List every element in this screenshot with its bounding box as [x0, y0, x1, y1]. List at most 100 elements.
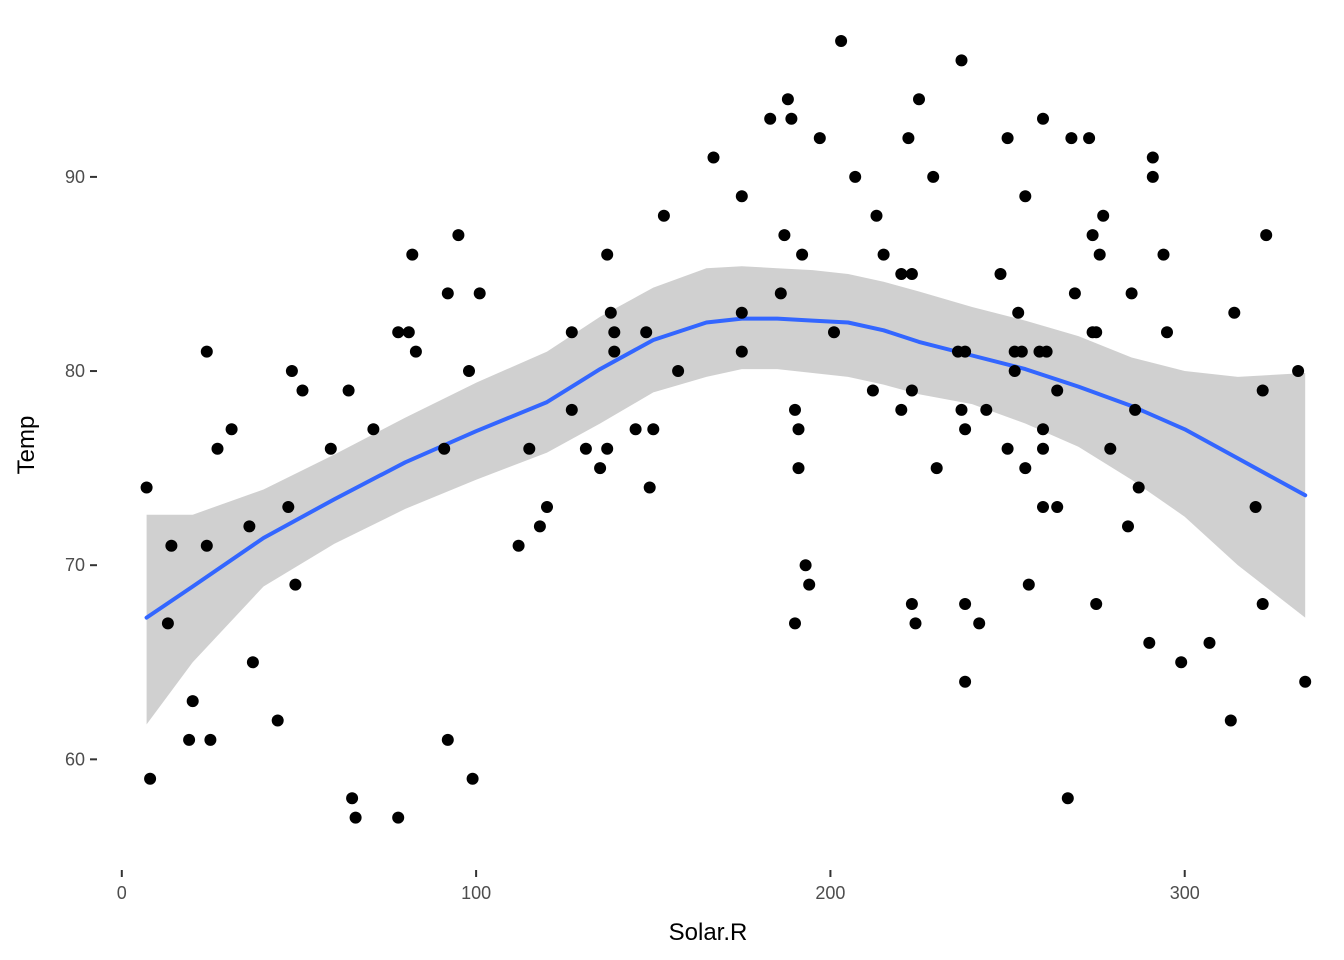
data-point — [1037, 112, 1049, 125]
data-point — [324, 442, 337, 455]
data-point — [835, 35, 848, 47]
data-point — [1001, 132, 1014, 145]
data-point — [1051, 384, 1064, 397]
data-point — [565, 326, 578, 339]
data-point — [994, 268, 1007, 280]
data-point — [342, 384, 355, 397]
data-point — [140, 481, 153, 494]
data-point — [473, 287, 486, 300]
data-point — [905, 268, 918, 280]
data-point — [959, 675, 972, 688]
data-point — [895, 268, 908, 280]
data-point — [1012, 306, 1025, 319]
data-point — [1008, 365, 1021, 377]
data-point — [441, 733, 454, 746]
data-point — [905, 384, 918, 397]
data-point — [1093, 248, 1106, 261]
data-point — [707, 151, 720, 164]
y-tick-label: 90 — [65, 167, 85, 187]
confidence-ribbon — [146, 266, 1306, 725]
x-tick-label: 100 — [461, 883, 491, 903]
data-point — [271, 714, 284, 727]
data-point — [905, 598, 918, 610]
data-point — [1037, 442, 1049, 455]
points-layer — [140, 35, 1312, 824]
data-point — [1146, 170, 1159, 183]
data-point — [282, 501, 295, 513]
data-point — [955, 403, 968, 416]
data-point — [1132, 481, 1145, 494]
data-point — [406, 248, 419, 261]
data-point — [1090, 326, 1103, 339]
y-tick-label: 60 — [65, 749, 85, 769]
data-point — [1037, 501, 1049, 513]
data-point — [402, 326, 415, 339]
data-point — [579, 442, 592, 455]
data-point — [959, 598, 972, 610]
x-tick-label: 0 — [117, 883, 127, 903]
data-point — [735, 306, 748, 319]
data-point — [828, 326, 840, 339]
data-point — [594, 462, 607, 475]
data-point — [246, 656, 259, 669]
data-point — [1040, 345, 1053, 358]
data-point — [647, 423, 660, 436]
data-point — [533, 520, 546, 533]
data-point — [346, 792, 359, 805]
data-point — [608, 326, 621, 339]
data-point — [204, 733, 217, 746]
data-point — [1260, 229, 1273, 242]
smooth-line-layer — [144, 316, 1308, 620]
data-point — [604, 306, 617, 319]
data-point — [1122, 520, 1134, 533]
data-point — [211, 442, 224, 455]
data-point — [1224, 714, 1237, 727]
data-point — [870, 209, 883, 222]
x-tick-label: 300 — [1170, 883, 1200, 903]
data-point — [657, 209, 670, 222]
data-point — [902, 132, 915, 145]
data-point — [392, 326, 405, 339]
data-point — [165, 539, 178, 552]
data-point — [913, 93, 925, 106]
data-point — [785, 112, 798, 125]
data-point — [565, 403, 578, 416]
data-point — [1143, 636, 1156, 649]
data-point — [200, 539, 213, 552]
y-tick-label: 70 — [65, 555, 85, 575]
data-point — [1125, 287, 1138, 300]
data-point — [285, 365, 298, 377]
data-point — [778, 229, 791, 242]
y-tick-label: 80 — [65, 361, 85, 381]
data-point — [1090, 598, 1103, 610]
y-axis-title: Temp — [13, 416, 40, 475]
data-point — [1175, 656, 1188, 669]
data-point — [973, 617, 986, 630]
data-point — [608, 345, 621, 358]
data-point — [1157, 248, 1170, 261]
data-point — [866, 384, 879, 397]
data-point — [1068, 287, 1081, 300]
data-point — [735, 345, 748, 358]
data-point — [541, 501, 553, 513]
data-point — [392, 811, 405, 824]
y-axis: 60 70 80 90 — [65, 167, 97, 769]
data-point — [643, 481, 656, 494]
data-point — [959, 423, 972, 436]
data-point — [735, 190, 748, 203]
data-point — [186, 695, 199, 708]
data-point — [1001, 442, 1014, 455]
data-point — [789, 617, 801, 630]
data-point — [796, 248, 809, 261]
x-axis-title: Solar.R — [669, 919, 748, 946]
data-point — [438, 442, 451, 455]
data-point — [640, 326, 653, 339]
data-point — [1256, 384, 1269, 397]
data-point — [1203, 636, 1216, 649]
data-point — [601, 442, 614, 455]
data-point — [512, 539, 525, 552]
data-point — [1061, 792, 1074, 805]
confidence-ribbon-layer — [146, 266, 1306, 725]
data-point — [672, 365, 685, 377]
